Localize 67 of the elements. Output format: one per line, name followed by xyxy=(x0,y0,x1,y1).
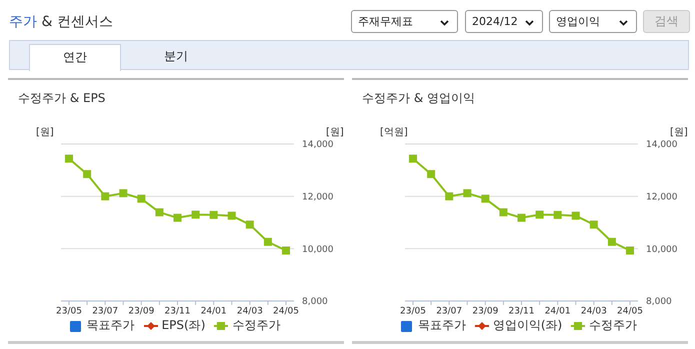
point xyxy=(518,214,526,222)
point xyxy=(536,210,544,219)
text: 2024/12 xyxy=(465,10,543,33)
point xyxy=(65,154,73,163)
text: 주재무제표 xyxy=(351,10,458,33)
point xyxy=(228,212,236,220)
point xyxy=(554,210,562,219)
point xyxy=(282,246,290,254)
x-tick-label: 24/05 xyxy=(617,306,643,316)
chart-title: 수정주가 & 영업이익 xyxy=(362,90,475,107)
x-tick-label: 23/09 xyxy=(128,306,155,316)
text: 연간 xyxy=(29,44,121,71)
x-tick-label: 23/09 xyxy=(472,306,499,316)
y-axis-title: [원] xyxy=(36,126,54,139)
y2-tick-label: 8,000 xyxy=(646,297,672,308)
point xyxy=(608,238,616,246)
point xyxy=(119,189,128,198)
point xyxy=(155,208,164,216)
y2-tick-label: 12,000 xyxy=(646,192,678,203)
point xyxy=(590,220,598,229)
point xyxy=(83,170,92,178)
point xyxy=(626,246,634,254)
point xyxy=(409,154,417,163)
point xyxy=(427,170,436,178)
legend-label: 목표주가 xyxy=(86,317,135,334)
text: 주가 & 컨센서스 xyxy=(9,13,113,31)
y-axis-title: [억원] xyxy=(380,126,408,139)
point xyxy=(463,189,472,198)
point xyxy=(246,220,254,229)
x-tick-label: 23/11 xyxy=(164,306,190,316)
point xyxy=(572,212,580,220)
legend-label: 수정주가 xyxy=(589,317,638,334)
y2-tick-label: 10,000 xyxy=(646,244,678,255)
chart-title: 수정주가 & EPS xyxy=(18,90,106,107)
y2-axis-title: [원] xyxy=(326,126,344,139)
x-tick-label: 24/03 xyxy=(236,306,263,316)
legend-label: EPS(좌) xyxy=(162,317,206,334)
y2-tick-label: 14,000 xyxy=(646,140,678,150)
x-tick-label: 23/05 xyxy=(56,306,82,316)
x-tick-label: 23/07 xyxy=(436,306,462,316)
point xyxy=(101,192,110,200)
x-tick-label: 23/07 xyxy=(92,306,118,316)
point xyxy=(192,210,200,219)
text: 분기 xyxy=(163,48,189,65)
legend-label: 영업이익(좌) xyxy=(492,317,562,334)
point xyxy=(174,214,182,222)
point xyxy=(264,238,272,246)
point xyxy=(499,208,508,216)
y2-axis-title: [원] xyxy=(670,126,688,139)
y2-tick-label: 12,000 xyxy=(302,192,334,203)
x-tick-label: 24/01 xyxy=(200,306,227,316)
text: 영업이익 xyxy=(549,10,637,33)
x-tick-label: 23/11 xyxy=(508,306,534,316)
point xyxy=(210,210,218,219)
point xyxy=(137,194,146,203)
legend-label: 목표주가 xyxy=(418,317,466,334)
x-tick-label: 24/03 xyxy=(580,306,607,316)
text: 검색 xyxy=(643,10,690,33)
point xyxy=(481,194,490,203)
x-tick-label: 24/01 xyxy=(544,306,571,316)
legend-label: 수정주가 xyxy=(232,317,280,334)
point xyxy=(445,192,454,200)
y2-tick-label: 10,000 xyxy=(302,244,334,255)
x-tick-label: 24/05 xyxy=(273,306,299,316)
y2-tick-label: 14,000 xyxy=(302,140,334,150)
x-tick-label: 23/05 xyxy=(400,306,426,316)
y2-tick-label: 8,000 xyxy=(302,297,328,308)
